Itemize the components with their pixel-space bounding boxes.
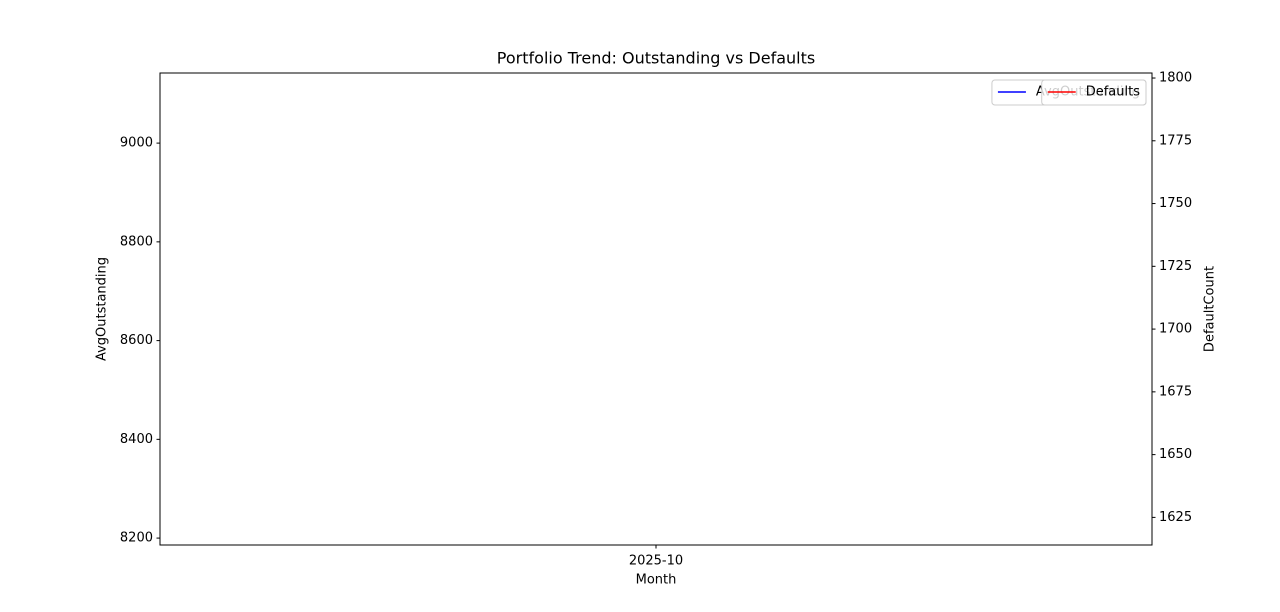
y2-tick-label: 1750 (1159, 196, 1192, 211)
y2-tick-label: 1725 (1159, 259, 1192, 274)
y-tick-label: 8800 (120, 234, 153, 249)
y-tick-label: 8600 (120, 333, 153, 348)
y-tick-label: 8200 (120, 531, 153, 546)
y2-tick-label: 1800 (1159, 71, 1192, 86)
plot-frame (159, 72, 1153, 546)
y2-tick-label: 1675 (1159, 384, 1192, 399)
x-axis-label: Month (636, 573, 677, 588)
legend-label: Defaults (1086, 85, 1140, 100)
y2-tick-label: 1700 (1159, 322, 1192, 337)
y2-tick-label: 1650 (1159, 447, 1192, 462)
y2-tick-label: 1775 (1159, 133, 1192, 148)
chart-title: Portfolio Trend: Outstanding vs Defaults (497, 49, 815, 68)
y2-axis-label: DefaultCount (1203, 266, 1218, 352)
y-axis-label: AvgOutstanding (95, 257, 110, 361)
y-tick-label: 9000 (120, 136, 153, 151)
y2-tick-label: 1625 (1159, 510, 1192, 525)
legend: Defaults (1041, 79, 1147, 106)
legend-box (1041, 79, 1147, 106)
y-tick-label: 8400 (120, 432, 153, 447)
x-tick-label: 2025-10 (629, 554, 683, 569)
